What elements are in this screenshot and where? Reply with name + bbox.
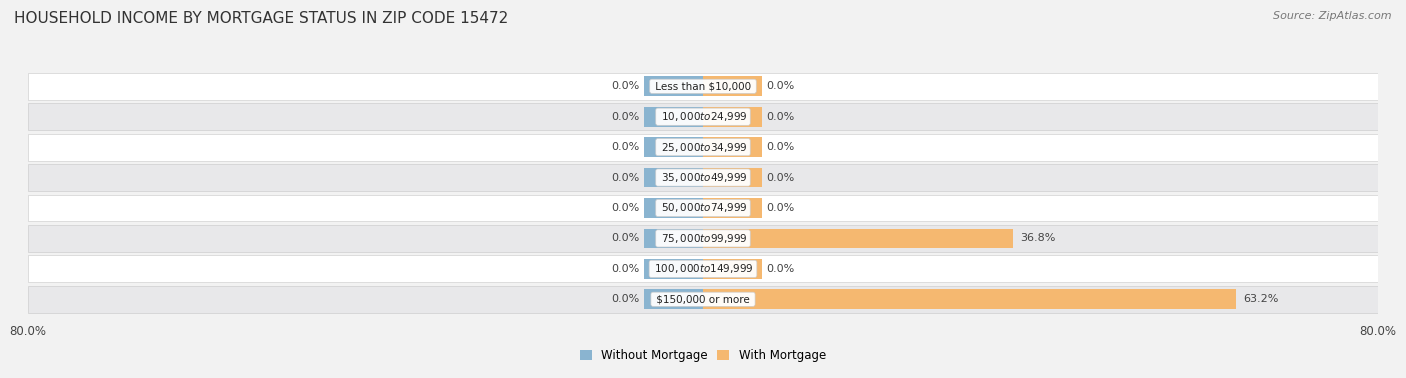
Text: 0.0%: 0.0% (766, 173, 794, 183)
Bar (28, 103, 1378, 130)
Text: HOUSEHOLD INCOME BY MORTGAGE STATUS IN ZIP CODE 15472: HOUSEHOLD INCOME BY MORTGAGE STATUS IN Z… (14, 11, 509, 26)
Bar (703, 259, 762, 279)
Bar (28, 195, 1378, 222)
Text: $10,000 to $24,999: $10,000 to $24,999 (658, 110, 748, 123)
Bar (28, 134, 1378, 161)
Text: 0.0%: 0.0% (612, 234, 640, 243)
Text: $75,000 to $99,999: $75,000 to $99,999 (658, 232, 748, 245)
Text: 0.0%: 0.0% (612, 264, 640, 274)
Bar (644, 137, 703, 157)
Bar (703, 168, 762, 187)
Bar (703, 137, 762, 157)
Bar (28, 164, 1378, 191)
Text: Less than $10,000: Less than $10,000 (652, 81, 754, 91)
Text: 0.0%: 0.0% (766, 203, 794, 213)
Bar (703, 290, 1236, 309)
Bar (703, 107, 762, 127)
Text: 0.0%: 0.0% (612, 173, 640, 183)
Text: $25,000 to $34,999: $25,000 to $34,999 (658, 141, 748, 153)
Text: $150,000 or more: $150,000 or more (652, 294, 754, 304)
Text: 0.0%: 0.0% (766, 142, 794, 152)
Text: $35,000 to $49,999: $35,000 to $49,999 (658, 171, 748, 184)
Bar (28, 225, 1378, 252)
Bar (28, 286, 1378, 313)
Text: 0.0%: 0.0% (766, 112, 794, 122)
Bar (28, 73, 1378, 100)
Text: 0.0%: 0.0% (766, 264, 794, 274)
Text: Source: ZipAtlas.com: Source: ZipAtlas.com (1274, 11, 1392, 21)
Text: 63.2%: 63.2% (1243, 294, 1278, 304)
Text: 0.0%: 0.0% (612, 294, 640, 304)
Text: 0.0%: 0.0% (766, 81, 794, 91)
Bar (28, 256, 1378, 282)
Bar (644, 290, 703, 309)
Text: 0.0%: 0.0% (612, 142, 640, 152)
Legend: Without Mortgage, With Mortgage: Without Mortgage, With Mortgage (575, 344, 831, 367)
Bar (644, 107, 703, 127)
Text: $100,000 to $149,999: $100,000 to $149,999 (651, 262, 755, 275)
Bar (644, 229, 703, 248)
Bar (703, 229, 1014, 248)
Text: 0.0%: 0.0% (612, 112, 640, 122)
Text: 36.8%: 36.8% (1021, 234, 1056, 243)
Text: 0.0%: 0.0% (612, 81, 640, 91)
Bar (703, 76, 762, 96)
Bar (703, 198, 762, 218)
Text: $50,000 to $74,999: $50,000 to $74,999 (658, 201, 748, 214)
Bar (644, 168, 703, 187)
Bar (644, 76, 703, 96)
Text: 0.0%: 0.0% (612, 203, 640, 213)
Bar (644, 198, 703, 218)
Bar (644, 259, 703, 279)
